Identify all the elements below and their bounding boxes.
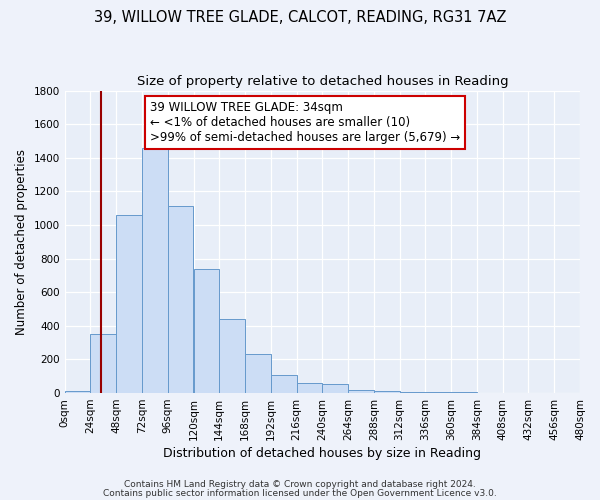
Bar [425,392,451,393]
Bar [451,392,477,393]
Bar [374,390,400,393]
Bar [91,334,116,393]
Y-axis label: Number of detached properties: Number of detached properties [15,149,28,335]
Text: 39 WILLOW TREE GLADE: 34sqm
← <1% of detached houses are smaller (10)
>99% of se: 39 WILLOW TREE GLADE: 34sqm ← <1% of det… [149,101,460,144]
Bar [400,392,425,393]
Bar [322,384,348,393]
Text: Contains public sector information licensed under the Open Government Licence v3: Contains public sector information licen… [103,488,497,498]
Title: Size of property relative to detached houses in Reading: Size of property relative to detached ho… [137,75,508,88]
Bar [168,206,193,393]
Bar [271,374,296,393]
Bar [219,319,245,393]
Bar [193,268,219,393]
Text: 39, WILLOW TREE GLADE, CALCOT, READING, RG31 7AZ: 39, WILLOW TREE GLADE, CALCOT, READING, … [94,10,506,25]
X-axis label: Distribution of detached houses by size in Reading: Distribution of detached houses by size … [163,447,481,460]
Text: Contains HM Land Registry data © Crown copyright and database right 2024.: Contains HM Land Registry data © Crown c… [124,480,476,489]
Bar [296,383,322,393]
Bar [116,215,142,393]
Bar [348,390,374,393]
Bar [245,354,271,393]
Bar [65,390,91,393]
Bar [142,148,168,393]
